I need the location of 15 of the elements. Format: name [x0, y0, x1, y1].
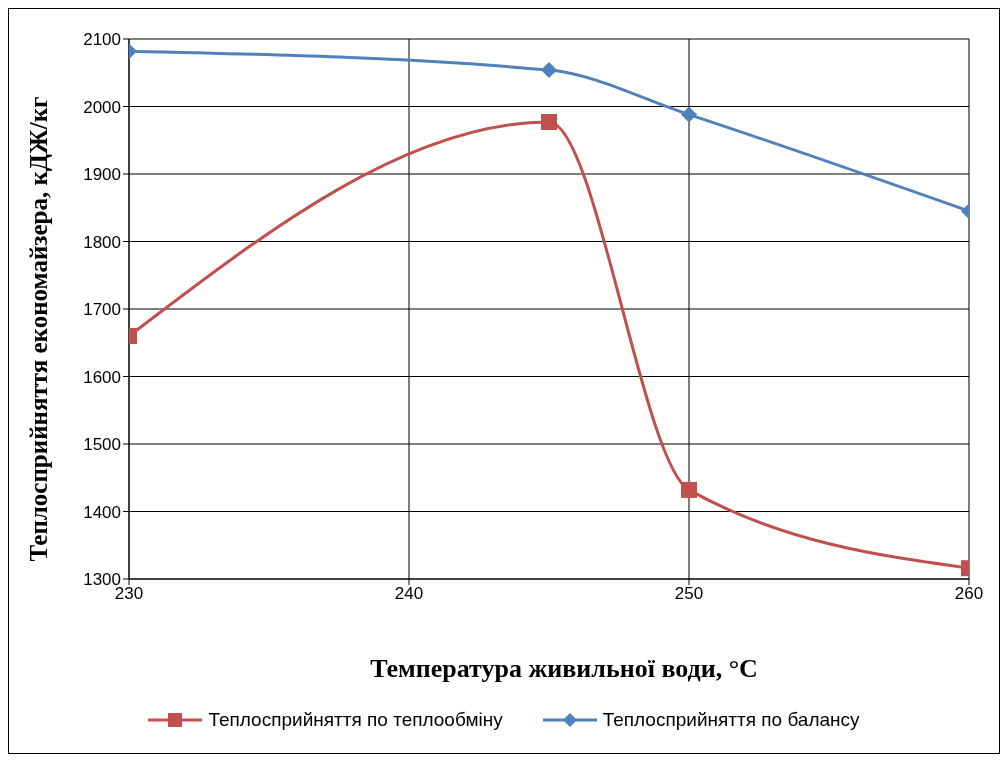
- y-tick-label: 1500: [83, 435, 121, 455]
- y-tick-label: 1800: [83, 232, 121, 252]
- y-tick-label: 1700: [83, 300, 121, 320]
- x-tick-label: 260: [954, 584, 984, 604]
- x-tick-label: 250: [674, 584, 704, 604]
- x-axis-title: Температура живильної води, °C: [369, 654, 759, 684]
- y-tick-label: 1400: [83, 502, 121, 522]
- x-tick-label: 240: [394, 584, 424, 604]
- y-tick-label: 1600: [83, 367, 121, 387]
- y-tick-label: 2100: [83, 30, 121, 50]
- legend-label: Теплосприйняття по теплообміну: [208, 709, 503, 731]
- y-tick-label: 2000: [83, 97, 121, 117]
- legend-label: Теплосприйняття по балансу: [602, 709, 860, 731]
- y-axis-title: Теплосприйняття економайзера, кДЖ/кг: [25, 96, 53, 562]
- y-tick-label: 1900: [83, 165, 121, 185]
